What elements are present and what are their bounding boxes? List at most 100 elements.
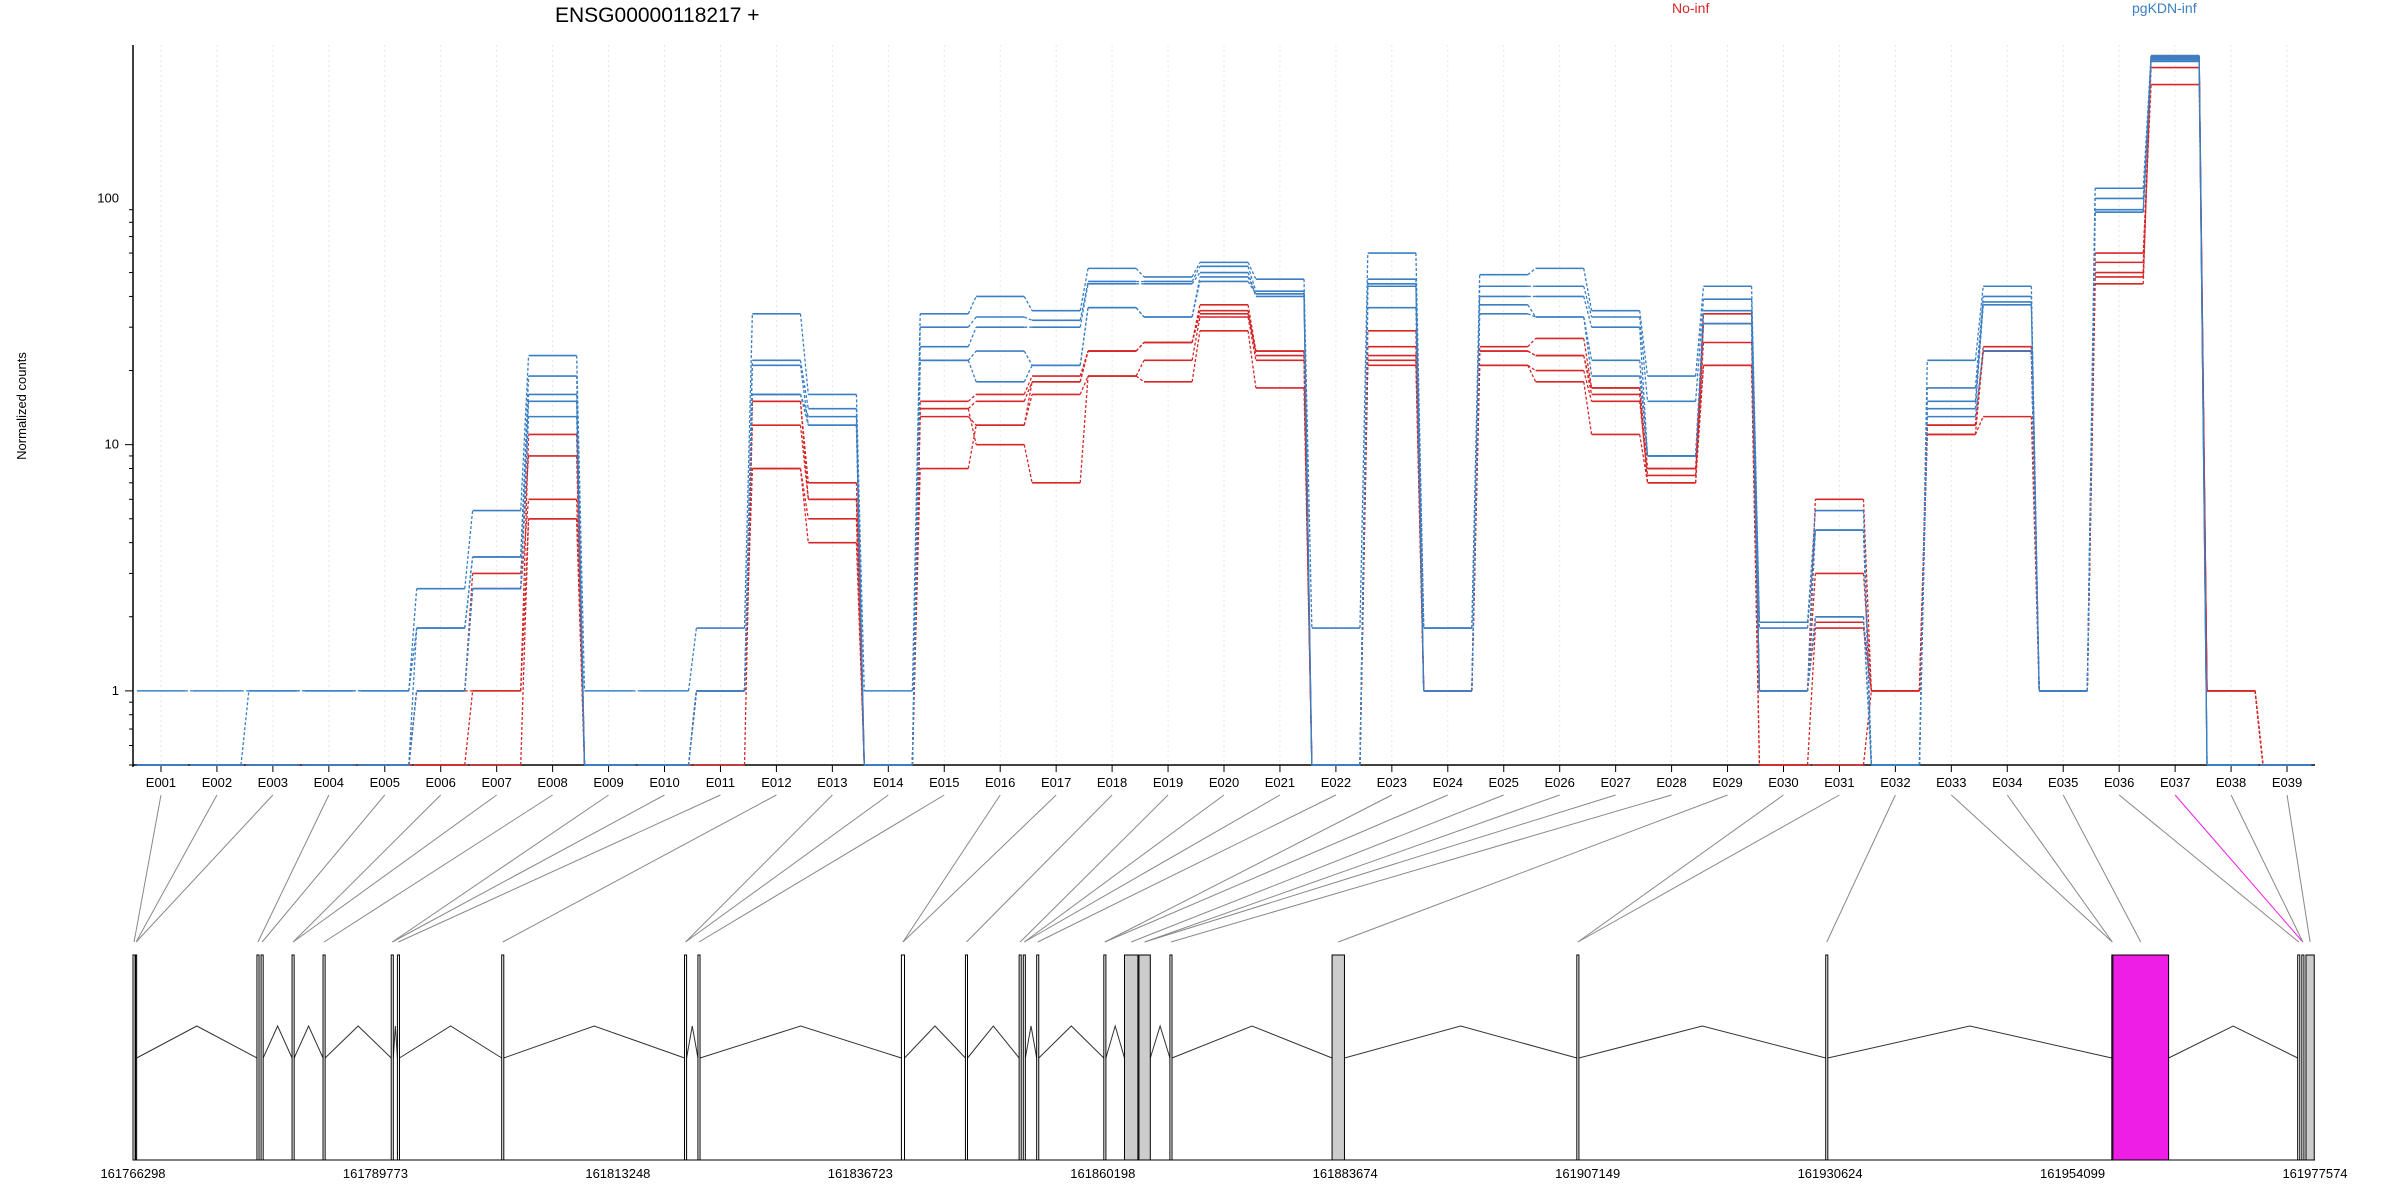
series-lines bbox=[136, 54, 2312, 766]
exon-block bbox=[1138, 954, 1151, 1161]
series-transition bbox=[1023, 444, 1033, 483]
series-transition bbox=[1191, 330, 1201, 382]
series-transition bbox=[576, 416, 586, 766]
series-transition bbox=[1247, 266, 1257, 292]
x-tick-label-e015: E015 bbox=[929, 775, 959, 790]
series-transition bbox=[1079, 375, 1089, 395]
connector-e009 bbox=[391, 794, 609, 943]
connector-e020 bbox=[1024, 794, 1225, 943]
intron-line bbox=[2168, 1025, 2298, 1059]
series-transition bbox=[799, 468, 809, 519]
connector-e012 bbox=[502, 794, 777, 943]
series-transition bbox=[1974, 296, 1984, 388]
exon-block bbox=[135, 954, 138, 1161]
genome-axis: 161766298 161789773 161813248 161836723 1618… bbox=[100, 1159, 2348, 1181]
series-transition bbox=[2198, 61, 2208, 766]
series-transition bbox=[1191, 276, 1201, 318]
series-transition bbox=[1974, 301, 1984, 402]
x-tick-label-e037: E037 bbox=[2160, 775, 2190, 790]
series-transition bbox=[1527, 313, 1536, 318]
x-tick-label-e019: E019 bbox=[1153, 775, 1183, 790]
series-transition bbox=[1023, 375, 1033, 395]
x-tick-label-e003: E003 bbox=[258, 775, 288, 790]
series-transition bbox=[967, 316, 977, 328]
x-tick-label-e030: E030 bbox=[1768, 775, 1798, 790]
series-transition bbox=[799, 401, 809, 483]
series-transition bbox=[1639, 375, 1649, 456]
exon-block bbox=[2301, 954, 2305, 1161]
series-transition bbox=[1583, 381, 1593, 435]
series-transition bbox=[520, 355, 530, 511]
exon-block bbox=[2305, 954, 2315, 1161]
series-transition bbox=[687, 690, 698, 766]
x-tick-label-e021: E021 bbox=[1265, 775, 1295, 790]
series-transition bbox=[1023, 296, 1033, 312]
series-transition bbox=[576, 394, 586, 766]
intron-line bbox=[1024, 1025, 1038, 1059]
series-transition bbox=[911, 416, 921, 766]
legend-pgkdn-inf: pgKDN-inf bbox=[2132, 0, 2197, 16]
exon-block bbox=[132, 954, 136, 1161]
series-transition bbox=[1359, 286, 1369, 766]
intron-line bbox=[293, 1024, 324, 1059]
series-transition bbox=[1135, 375, 1145, 383]
series-transition bbox=[911, 468, 921, 766]
x-tick-label-e033: E033 bbox=[1936, 775, 1966, 790]
intron-line bbox=[324, 1025, 392, 1059]
series-transition bbox=[1695, 286, 1705, 377]
series-transition bbox=[799, 394, 809, 426]
x-tick-label-e035: E035 bbox=[2048, 775, 2078, 790]
y-tick-label: 10 bbox=[105, 437, 119, 452]
series-transition bbox=[911, 360, 921, 766]
series-transition bbox=[799, 313, 809, 395]
series-transition bbox=[1583, 268, 1593, 311]
exon-block bbox=[256, 954, 260, 1161]
series-transition bbox=[1247, 262, 1257, 280]
x-tick-label-e028: E028 bbox=[1656, 775, 1686, 790]
chart-title: ENSG00000118217 + bbox=[555, 4, 760, 27]
series-transition bbox=[967, 296, 977, 315]
grid-lines bbox=[160, 45, 2288, 765]
x-tick-label-e022: E022 bbox=[1321, 775, 1351, 790]
connector-e005 bbox=[261, 794, 386, 943]
genome-coord-label: 161907149 bbox=[1555, 1166, 1620, 1181]
series-transition bbox=[1415, 307, 1425, 691]
x-tick-label-e006: E006 bbox=[426, 775, 456, 790]
x-tick-label-e031: E031 bbox=[1824, 775, 1854, 790]
series-transition bbox=[2142, 61, 2152, 213]
x-tick-label-e018: E018 bbox=[1097, 775, 1127, 790]
series-transition bbox=[743, 401, 754, 766]
exon-block bbox=[501, 954, 505, 1161]
series-transition bbox=[1974, 286, 1984, 361]
series-transition bbox=[1974, 416, 1984, 435]
series-transition bbox=[1639, 310, 1649, 377]
series-transition bbox=[2142, 84, 2152, 254]
series-transition bbox=[2254, 690, 2264, 766]
series-transition bbox=[799, 360, 809, 409]
series-transition bbox=[1471, 286, 1481, 629]
connector-e034 bbox=[2006, 794, 2113, 943]
connector-e018 bbox=[966, 794, 1113, 943]
x-tick-label-e002: E002 bbox=[202, 775, 232, 790]
series-transition bbox=[1806, 530, 1817, 691]
x-tick-label-e008: E008 bbox=[537, 775, 567, 790]
series-transition bbox=[1694, 323, 1705, 456]
exon-block bbox=[1169, 954, 1173, 1161]
connector-e037 bbox=[2174, 794, 2304, 943]
x-tick-label-e036: E036 bbox=[2104, 775, 2134, 790]
exon-block bbox=[322, 954, 326, 1161]
series-transition bbox=[687, 627, 698, 691]
connector-e019 bbox=[1019, 794, 1169, 943]
connector-e039 bbox=[2286, 794, 2311, 943]
series-transition bbox=[1135, 342, 1145, 352]
series-transition bbox=[408, 588, 418, 691]
connector-e033 bbox=[1950, 794, 2113, 943]
series-transition bbox=[1583, 316, 1593, 377]
x-tick-label-e039: E039 bbox=[2272, 775, 2302, 790]
exon-block bbox=[1123, 954, 1139, 1161]
series-transition bbox=[967, 408, 977, 445]
series-transition bbox=[1583, 296, 1593, 328]
series-transition bbox=[967, 360, 977, 383]
series-transition bbox=[1639, 401, 1649, 476]
series-transition bbox=[1191, 316, 1201, 361]
